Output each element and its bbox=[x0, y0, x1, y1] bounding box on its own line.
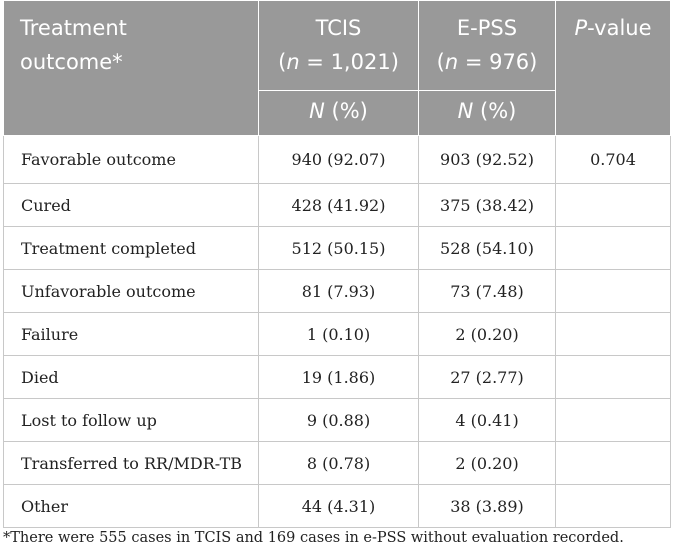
cell-tcis: 44 (4.31) bbox=[258, 484, 419, 528]
cell-p-value bbox=[555, 269, 671, 313]
cell-tcis: 940 (92.07) bbox=[258, 135, 419, 184]
table-row: Unfavorable outcome 81 (7.93) 73 (7.48) bbox=[3, 269, 671, 313]
cell-outcome: Unfavorable outcome bbox=[3, 269, 259, 313]
cell-epss: 27 (2.77) bbox=[418, 355, 556, 399]
header-outcome-line2: outcome* bbox=[20, 50, 123, 74]
cell-epss: 2 (0.20) bbox=[418, 312, 556, 356]
outcome-table-container: Treatment outcome* TCIS (n = 1,021) E-PS… bbox=[3, 0, 671, 528]
cell-epss: 375 (38.42) bbox=[418, 183, 556, 227]
header-epss: E-PSS (n = 976) bbox=[418, 0, 556, 91]
cell-p-value bbox=[555, 312, 671, 356]
table-footnote: *There were 555 cases in TCIS and 169 ca… bbox=[3, 530, 624, 546]
cell-tcis: 8 (0.78) bbox=[258, 441, 419, 485]
cell-epss: 73 (7.48) bbox=[418, 269, 556, 313]
cell-epss: 38 (3.89) bbox=[418, 484, 556, 528]
header-treatment-outcome: Treatment outcome* bbox=[3, 0, 259, 136]
cell-tcis: 9 (0.88) bbox=[258, 398, 419, 442]
table-header: Treatment outcome* TCIS (n = 1,021) E-PS… bbox=[3, 0, 671, 136]
cell-tcis: 512 (50.15) bbox=[258, 226, 419, 270]
cell-tcis: 1 (0.10) bbox=[258, 312, 419, 356]
cell-p-value bbox=[555, 183, 671, 227]
table-row: Other 44 (4.31) 38 (3.89) bbox=[3, 484, 671, 528]
cell-outcome: Other bbox=[3, 484, 259, 528]
table-row: Favorable outcome 940 (92.07) 903 (92.52… bbox=[3, 135, 671, 184]
treatment-outcome-table: Treatment outcome* TCIS (n = 1,021) E-PS… bbox=[3, 0, 671, 528]
table-row: Failure 1 (0.10) 2 (0.20) bbox=[3, 312, 671, 356]
cell-outcome: Transferred to RR/MDR-TB bbox=[3, 441, 259, 485]
cell-epss: 2 (0.20) bbox=[418, 441, 556, 485]
cell-outcome: Treatment completed bbox=[3, 226, 259, 270]
cell-tcis: 81 (7.93) bbox=[258, 269, 419, 313]
header-p-value: P-value bbox=[555, 0, 671, 136]
header-tcis-unit: N (%) bbox=[258, 90, 419, 136]
cell-outcome: Failure bbox=[3, 312, 259, 356]
table-row: Treatment completed 512 (50.15) 528 (54.… bbox=[3, 226, 671, 270]
header-tcis-label: TCIS bbox=[315, 16, 362, 40]
table-row: Cured 428 (41.92) 375 (38.42) bbox=[3, 183, 671, 227]
table-row: Died 19 (1.86) 27 (2.77) bbox=[3, 355, 671, 399]
cell-outcome: Lost to follow up bbox=[3, 398, 259, 442]
cell-p-value bbox=[555, 484, 671, 528]
cell-epss: 4 (0.41) bbox=[418, 398, 556, 442]
cell-outcome: Died bbox=[3, 355, 259, 399]
cell-outcome: Cured bbox=[3, 183, 259, 227]
cell-p-value bbox=[555, 355, 671, 399]
header-epss-count: (n = 976) bbox=[436, 50, 538, 74]
cell-p-value: 0.704 bbox=[555, 135, 671, 184]
table-row: Lost to follow up 9 (0.88) 4 (0.41) bbox=[3, 398, 671, 442]
cell-tcis: 19 (1.86) bbox=[258, 355, 419, 399]
header-epss-label: E-PSS bbox=[456, 16, 518, 40]
cell-p-value bbox=[555, 441, 671, 485]
cell-epss: 528 (54.10) bbox=[418, 226, 556, 270]
cell-outcome: Favorable outcome bbox=[3, 135, 259, 184]
header-epss-unit: N (%) bbox=[418, 90, 556, 136]
cell-epss: 903 (92.52) bbox=[418, 135, 556, 184]
cell-tcis: 428 (41.92) bbox=[258, 183, 419, 227]
table-row: Transferred to RR/MDR-TB 8 (0.78) 2 (0.2… bbox=[3, 441, 671, 485]
cell-p-value bbox=[555, 398, 671, 442]
header-tcis: TCIS (n = 1,021) bbox=[258, 0, 419, 91]
cell-p-value bbox=[555, 226, 671, 270]
table-body: Favorable outcome 940 (92.07) 903 (92.52… bbox=[3, 135, 671, 528]
header-outcome-line1: Treatment bbox=[20, 16, 127, 40]
header-tcis-count: (n = 1,021) bbox=[278, 50, 399, 74]
